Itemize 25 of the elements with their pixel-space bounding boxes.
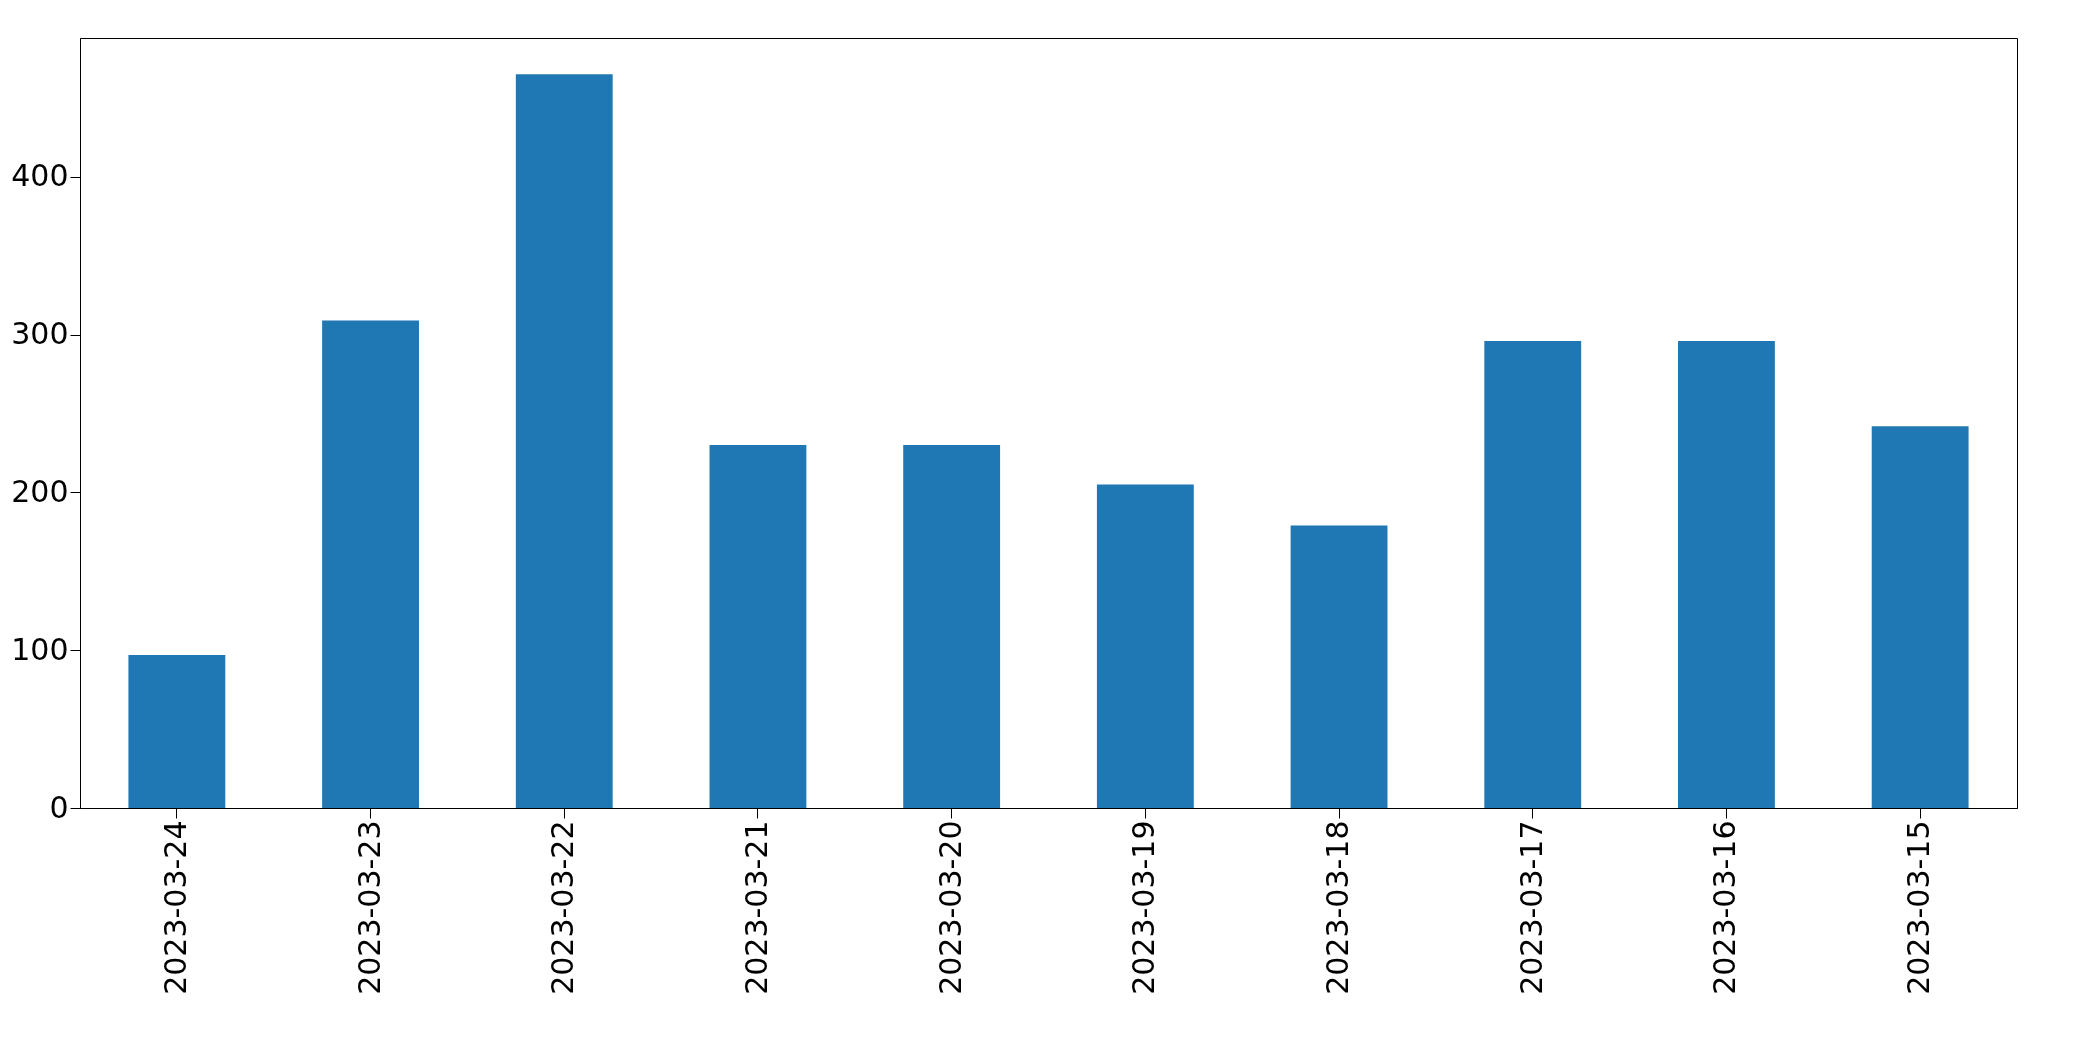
x-tick-label: 2023-03-16 (1707, 820, 1743, 995)
bar (128, 654, 226, 808)
bar (515, 74, 613, 808)
x-tick-label: 2023-03-22 (545, 820, 581, 995)
bar (322, 320, 419, 808)
y-tick-label: 200 (11, 473, 69, 509)
x-tick-label: 2023-03-15 (1901, 820, 1937, 995)
bar (1290, 525, 1388, 808)
bar (1678, 340, 1775, 808)
x-tick-label: 2023-03-21 (738, 820, 774, 995)
y-tick-label: 400 (11, 158, 69, 194)
bar (1096, 484, 1194, 808)
bar (1871, 426, 1969, 808)
bar (1484, 340, 1582, 808)
bar (903, 445, 1001, 808)
x-tick-label: 2023-03-23 (351, 820, 387, 995)
x-tick-label: 2023-03-20 (932, 820, 968, 995)
y-tick-label: 300 (11, 316, 69, 352)
y-tick-label: 100 (11, 631, 69, 667)
y-tick-label: 0 (49, 789, 69, 825)
x-tick-label: 2023-03-19 (1126, 820, 1162, 995)
x-tick-label: 2023-03-24 (157, 820, 193, 995)
bar (709, 445, 807, 808)
x-tick-label: 2023-03-17 (1513, 820, 1549, 995)
x-tick-label: 2023-03-18 (1320, 820, 1356, 995)
